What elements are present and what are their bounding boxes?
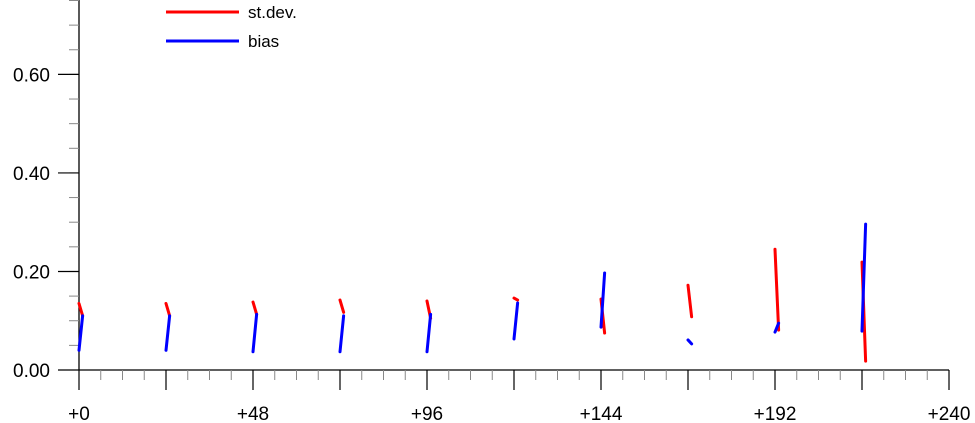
y-tick-label: 0.20 — [13, 262, 50, 283]
data-segment — [512, 296, 520, 302]
x-tick-label: +0 — [68, 404, 90, 423]
data-segment — [686, 283, 694, 319]
x-tick-label: +144 — [580, 404, 623, 423]
x-tick-label: +48 — [237, 404, 269, 423]
data-segment — [77, 314, 85, 352]
data-segment — [251, 312, 259, 354]
y-tick-label: 0.60 — [13, 65, 50, 86]
legend-label: st.dev. — [248, 3, 297, 22]
x-tick-label: +192 — [754, 404, 797, 423]
data-segment — [686, 338, 694, 346]
x-tick-label: +240 — [928, 404, 971, 423]
legend: st.dev. bias — [166, 3, 297, 51]
legend-label: bias — [248, 32, 279, 51]
data-segment — [773, 247, 781, 332]
data-segment — [599, 271, 607, 329]
axes: 0.00 0.20 0.40 0.60 +0 +48 +96 +144 +192 +240 — [13, 0, 970, 423]
data-segment — [860, 222, 868, 333]
data-segment — [77, 301, 85, 318]
data-segment — [164, 301, 172, 318]
data-segment — [773, 321, 781, 334]
y-tick-label: 0.40 — [13, 164, 50, 185]
series-bias — [77, 222, 868, 354]
y-tick-label: 0.00 — [13, 361, 50, 382]
data-segment — [425, 312, 433, 354]
series-stdev — [77, 247, 868, 363]
data-segment — [251, 300, 259, 316]
data-segment — [338, 314, 346, 354]
data-segment — [338, 298, 346, 314]
data-marks — [77, 222, 868, 363]
x-tick-label: +96 — [411, 404, 443, 423]
data-segment — [164, 314, 172, 352]
data-segment — [512, 301, 520, 341]
